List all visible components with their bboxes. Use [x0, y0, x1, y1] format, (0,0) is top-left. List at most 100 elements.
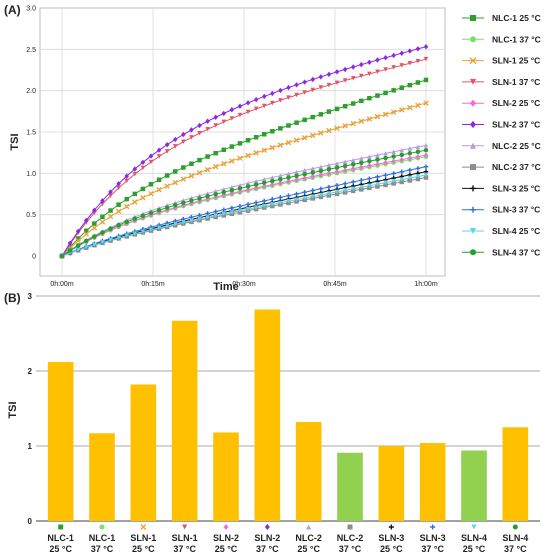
- data-point: [237, 203, 243, 209]
- data-point: [359, 178, 364, 183]
- series-line: [61, 171, 427, 257]
- data-point: [375, 174, 380, 180]
- data-point: [229, 210, 235, 215]
- data-point: [286, 178, 291, 184]
- data-point: [423, 142, 429, 148]
- data-point: [318, 74, 324, 80]
- data-point: [100, 201, 105, 207]
- data-point: [342, 123, 348, 129]
- data-point: [164, 223, 170, 229]
- data-point: [399, 169, 404, 175]
- data-point: [375, 157, 380, 162]
- legend-item: SLN-3 25 °C: [462, 183, 540, 193]
- legend-item: SLN-1 37 °C: [462, 77, 540, 87]
- data-point: [367, 95, 372, 101]
- data-point: [326, 170, 332, 176]
- y-tick-label: 0: [28, 517, 33, 526]
- data-point: [123, 203, 130, 210]
- series-line: [61, 166, 427, 257]
- data-point: [407, 175, 413, 181]
- data-point: [310, 194, 316, 199]
- data-point: [286, 84, 291, 91]
- series-line: [61, 176, 427, 257]
- data-point: [318, 186, 324, 192]
- data-point: [83, 231, 90, 237]
- data-point: [181, 220, 186, 225]
- data-point: [359, 185, 364, 190]
- data-point: [310, 173, 316, 180]
- data-point: [237, 208, 243, 214]
- data-point: [383, 55, 388, 61]
- data-point: [237, 141, 243, 146]
- data-point: [253, 96, 259, 103]
- bar: [89, 433, 115, 521]
- data-point: [132, 191, 138, 197]
- data-point: [367, 183, 372, 188]
- data-point: [399, 179, 404, 185]
- data-point: [213, 114, 218, 120]
- legend-label: SLN-2 25 °C: [492, 98, 540, 108]
- data-point: [115, 208, 122, 215]
- data-point: [213, 150, 218, 156]
- legend-marker: [470, 120, 476, 129]
- data-point: [108, 226, 113, 231]
- data-point: [423, 43, 429, 50]
- data-point: [172, 222, 178, 227]
- data-point: [197, 196, 202, 201]
- category-marker: [430, 524, 436, 530]
- legend-label: SLN-1 25 °C: [492, 56, 540, 66]
- data-point: [270, 175, 275, 180]
- data-point: [172, 179, 178, 186]
- data-point: [132, 231, 138, 236]
- data-point: [221, 211, 227, 217]
- data-point: [205, 127, 210, 132]
- data-point: [375, 181, 380, 187]
- data-point: [270, 100, 275, 106]
- data-point: [124, 196, 129, 202]
- data-point: [75, 236, 81, 241]
- data-point: [213, 191, 218, 197]
- data-point: [181, 139, 186, 145]
- data-point: [270, 178, 275, 184]
- category-marker: [182, 524, 188, 530]
- data-point: [415, 153, 421, 160]
- data-point: [399, 152, 404, 158]
- data-point: [359, 164, 364, 170]
- data-point: [237, 155, 243, 161]
- line-y-axis-label: TSI: [9, 133, 21, 150]
- data-point: [318, 85, 324, 90]
- data-point: [229, 205, 235, 211]
- category-marker: [471, 524, 477, 530]
- legend-item: SLN-2 25 °C: [462, 98, 540, 108]
- data-point: [302, 90, 307, 95]
- y-tick-label: 2.0: [26, 88, 36, 95]
- bar: [130, 384, 157, 521]
- data-point: [156, 154, 162, 159]
- data-point: [245, 206, 251, 212]
- data-point: [407, 151, 413, 156]
- data-point: [116, 235, 121, 241]
- legend-marker: [470, 99, 476, 107]
- bar: [419, 443, 446, 521]
- data-point: [383, 151, 388, 156]
- data-point: [391, 154, 396, 159]
- data-point: [359, 156, 364, 161]
- series-sln-4-25: [59, 172, 429, 259]
- data-point: [116, 202, 121, 207]
- data-point: [91, 225, 98, 231]
- line-x-axis-label: Time: [213, 281, 238, 293]
- category-label: SLN-4: [502, 533, 528, 543]
- data-point: [197, 157, 202, 163]
- data-point: [140, 186, 146, 192]
- data-point: [285, 139, 292, 146]
- category-marker: [388, 524, 394, 530]
- data-point: [100, 198, 105, 204]
- category-label: 37 °C: [421, 544, 444, 554]
- data-point: [301, 135, 308, 141]
- category-label: NLC-1: [89, 533, 116, 543]
- data-point: [407, 146, 413, 151]
- data-point: [367, 158, 372, 164]
- category-label: SLN-2: [254, 533, 280, 543]
- category-marker: [99, 524, 105, 530]
